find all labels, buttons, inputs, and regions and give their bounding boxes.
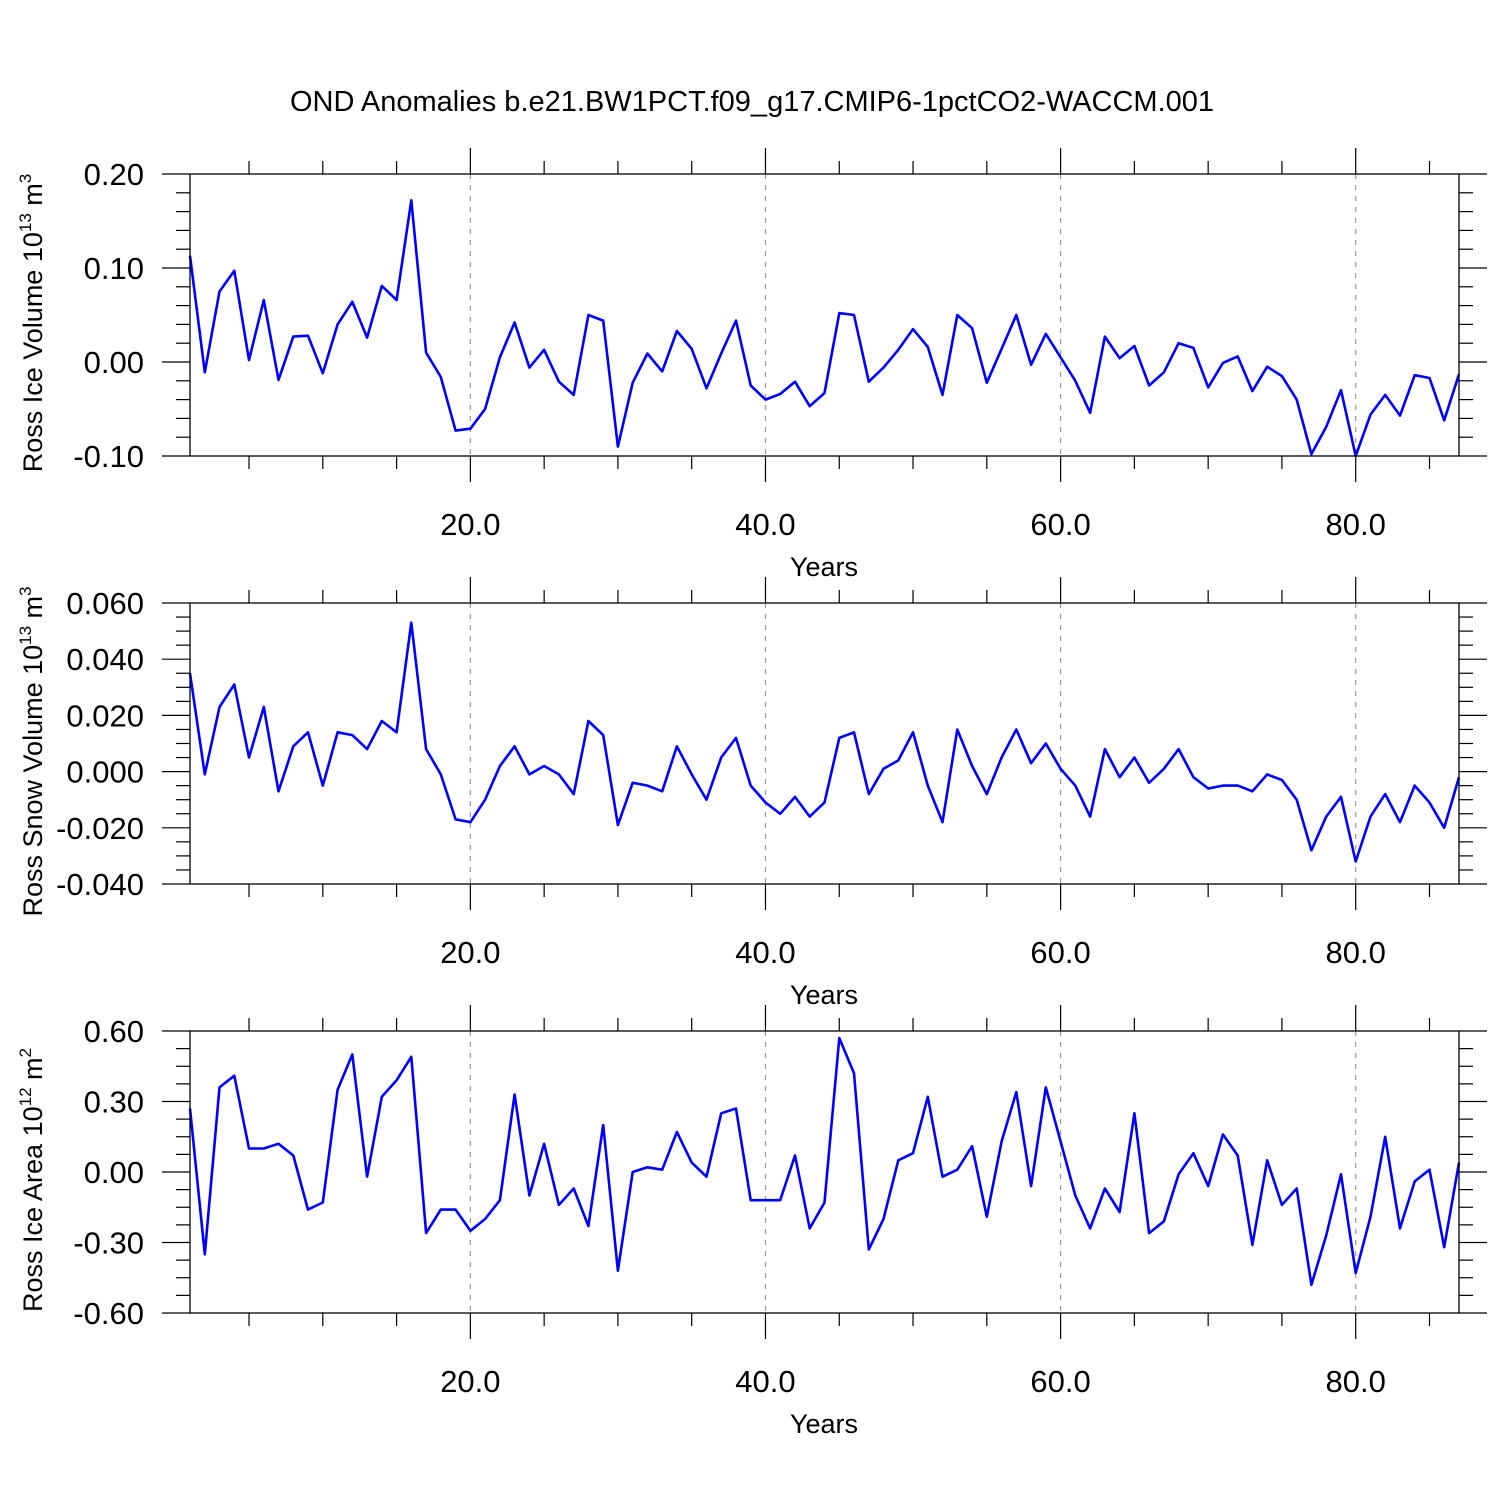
ice-volume-x-tick-label: 60.0: [1030, 507, 1090, 542]
ice-area-plot-frame: [189, 1030, 1460, 1314]
ice-area-y-tick-label: 0.30: [84, 1085, 144, 1120]
figure-title: OND Anomalies b.e21.BW1PCT.f09_g17.CMIP6…: [290, 86, 1214, 118]
ice-area-x-axis-label: Years: [790, 1409, 858, 1439]
snow-volume-x-axis-label: Years: [790, 980, 858, 1010]
ice-area-y-tick-label: 0.60: [84, 1014, 144, 1049]
ice-volume-y-tick-label: -0.10: [73, 439, 144, 474]
snow-volume-y-tick-label: 0.000: [66, 755, 144, 790]
snow-volume-x-tick-labels: 20.0 40.0 60.0 80.0: [440, 935, 1386, 970]
ice-volume-y-tick-label: 0.00: [84, 345, 144, 380]
snow-volume-x-tick-label: 80.0: [1326, 935, 1386, 970]
panel-ice-volume: 20.0 40.0 60.0 80.0 -0.10 0.00 0.10 0.20 Years…: [16, 148, 1487, 582]
snow-volume-y-axis-label: Ross Snow Volume 1013 m3: [16, 586, 48, 916]
ice-area-x-tick-label: 40.0: [735, 1364, 795, 1399]
ice-area-gridlines: [469, 1031, 1357, 1313]
ice-volume-x-tick-label: 40.0: [735, 507, 795, 542]
ice-volume-y-tick-label: 0.10: [84, 251, 144, 286]
ice-area-y-tick-label: -0.60: [73, 1296, 144, 1331]
ice-volume-gridlines: [469, 174, 1357, 456]
ice-area-y-axis-label: Ross Ice Area 1012 m2: [16, 1048, 48, 1312]
snow-volume-series-line: [188, 621, 1461, 863]
ice-volume-y-tick-label: 0.20: [84, 157, 144, 192]
ice-volume-y-axis-label: Ross Ice Volume 1013 m3: [16, 174, 48, 473]
snow-volume-y-tick-label: -0.020: [56, 811, 144, 846]
ice-area-x-tick-label: 60.0: [1030, 1364, 1090, 1399]
ice-volume-tick-marks: [162, 148, 1487, 482]
ice-volume-y-tick-labels: -0.10 0.00 0.10 0.20: [73, 157, 144, 474]
snow-volume-y-tick-label: 0.060: [66, 586, 144, 621]
ice-area-x-tick-label: 80.0: [1326, 1364, 1386, 1399]
ice-volume-plot-frame: [189, 173, 1460, 457]
snow-volume-tick-marks: [162, 577, 1487, 910]
ice-area-y-tick-label: -0.30: [73, 1226, 144, 1261]
ice-area-x-tick-label: 20.0: [440, 1364, 500, 1399]
ice-area-y-tick-label: 0.00: [84, 1155, 144, 1190]
snow-volume-y-tick-labels: -0.040 -0.020 0.000 0.020 0.040 0.060: [56, 586, 144, 902]
ice-area-y-tick-labels: -0.60 -0.30 0.00 0.30 0.60: [73, 1014, 144, 1331]
ice-volume-series-line: [188, 199, 1461, 458]
snow-volume-gridlines: [469, 603, 1357, 884]
panel-ice-area: 20.0 40.0 60.0 80.0 -0.60-0.300.000.300.60 …: [16, 1005, 1487, 1439]
snow-volume-x-tick-label: 60.0: [1030, 935, 1090, 970]
ice-area-x-tick-labels: 20.0 40.0 60.0 80.0: [440, 1364, 1386, 1399]
ice-volume-x-tick-label: 80.0: [1326, 507, 1386, 542]
ice-volume-x-tick-label: 20.0: [440, 507, 500, 542]
ice-volume-x-tick-labels: 20.0 40.0 60.0 80.0: [440, 507, 1386, 542]
snow-volume-plot-frame: [189, 602, 1460, 885]
snow-volume-y-tick-label: 0.040: [66, 642, 144, 677]
ice-volume-x-axis-label: Years: [790, 552, 858, 582]
snow-volume-y-tick-label: -0.040: [56, 867, 144, 902]
ice-area-series-line: [188, 1036, 1461, 1287]
snow-volume-y-tick-label: 0.020: [66, 698, 144, 733]
panel-snow-volume: 20.0 40.0 60.0 80.0 -0.040 -0.020 0.000 0.020 0…: [16, 577, 1487, 1010]
snow-volume-x-tick-label: 20.0: [440, 935, 500, 970]
ice-area-tick-marks: [162, 1005, 1487, 1339]
snow-volume-x-tick-label: 40.0: [735, 935, 795, 970]
